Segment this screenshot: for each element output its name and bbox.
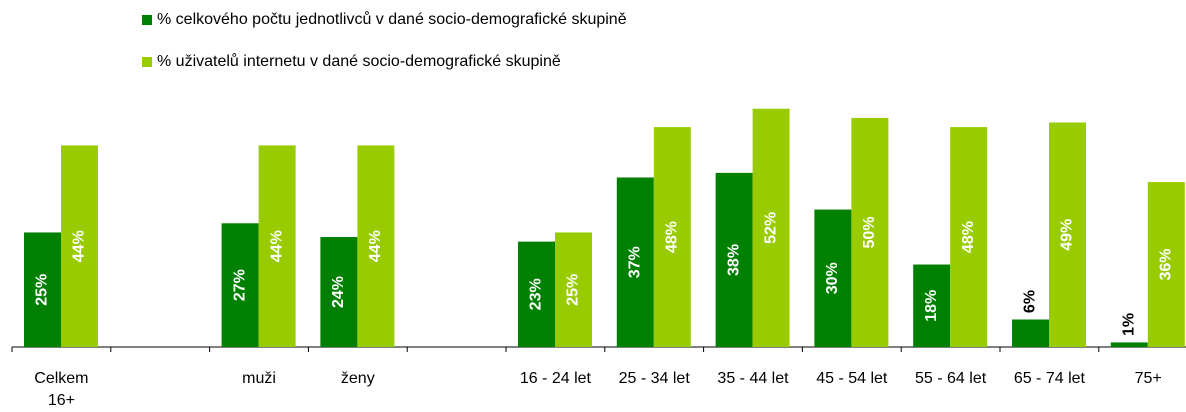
x-tick-label: 45 - 54 let bbox=[816, 370, 888, 387]
data-label: 48% bbox=[664, 221, 681, 253]
legend-swatch bbox=[142, 57, 152, 67]
data-label: 44% bbox=[367, 230, 384, 262]
bar bbox=[1147, 182, 1185, 347]
bar bbox=[221, 223, 259, 347]
bar bbox=[61, 145, 98, 347]
bar bbox=[715, 172, 753, 347]
data-label: 25% bbox=[565, 274, 582, 306]
data-label: 48% bbox=[960, 221, 977, 253]
x-tick-label: 55 - 64 let bbox=[915, 370, 987, 387]
data-label: 37% bbox=[627, 246, 644, 278]
x-tick-label: 65 - 74 let bbox=[1013, 370, 1085, 387]
x-tick-label: muži bbox=[242, 370, 276, 387]
data-label: 44% bbox=[268, 230, 285, 262]
data-label: 38% bbox=[725, 244, 742, 276]
data-label: 1% bbox=[1121, 313, 1138, 336]
data-label: 24% bbox=[330, 276, 347, 308]
data-label: 27% bbox=[231, 269, 248, 301]
bar bbox=[913, 264, 951, 347]
bar bbox=[851, 117, 889, 347]
bar bbox=[814, 209, 852, 347]
data-label: 25% bbox=[34, 274, 51, 306]
bar bbox=[653, 127, 691, 347]
bar bbox=[1110, 342, 1148, 347]
x-tick-label: 16 - 24 let bbox=[519, 370, 591, 387]
data-label: 50% bbox=[861, 216, 878, 248]
data-label: 52% bbox=[762, 212, 779, 244]
bar bbox=[320, 237, 358, 347]
x-tick-label: 35 - 44 let bbox=[717, 370, 789, 387]
legend-label: % uživatelů internetu v dané socio-demog… bbox=[157, 52, 561, 70]
x-tick-label: 25 - 34 let bbox=[618, 370, 690, 387]
bar bbox=[555, 232, 592, 347]
data-label: 18% bbox=[923, 290, 940, 322]
bar bbox=[950, 127, 988, 347]
data-label: 23% bbox=[528, 278, 545, 310]
x-tick-label: ženy bbox=[340, 370, 375, 387]
data-label: 44% bbox=[71, 230, 88, 262]
legend-swatch bbox=[142, 15, 152, 25]
bar bbox=[518, 241, 555, 347]
legend-label: % celkového počtu jednotlivců v dané soc… bbox=[157, 10, 627, 28]
data-label: 30% bbox=[824, 262, 841, 294]
bar bbox=[616, 177, 654, 347]
bar bbox=[1049, 122, 1086, 347]
bar bbox=[752, 108, 790, 347]
x-tick-label: Celkem 16+ bbox=[34, 370, 89, 409]
bar bbox=[357, 145, 395, 347]
bar bbox=[258, 145, 296, 347]
bar bbox=[24, 232, 61, 347]
x-tick-label: 75+ bbox=[1134, 370, 1162, 387]
data-label: 49% bbox=[1059, 219, 1076, 251]
bar bbox=[1012, 319, 1049, 347]
data-label: 6% bbox=[1022, 290, 1039, 313]
data-label: 36% bbox=[1158, 249, 1175, 281]
